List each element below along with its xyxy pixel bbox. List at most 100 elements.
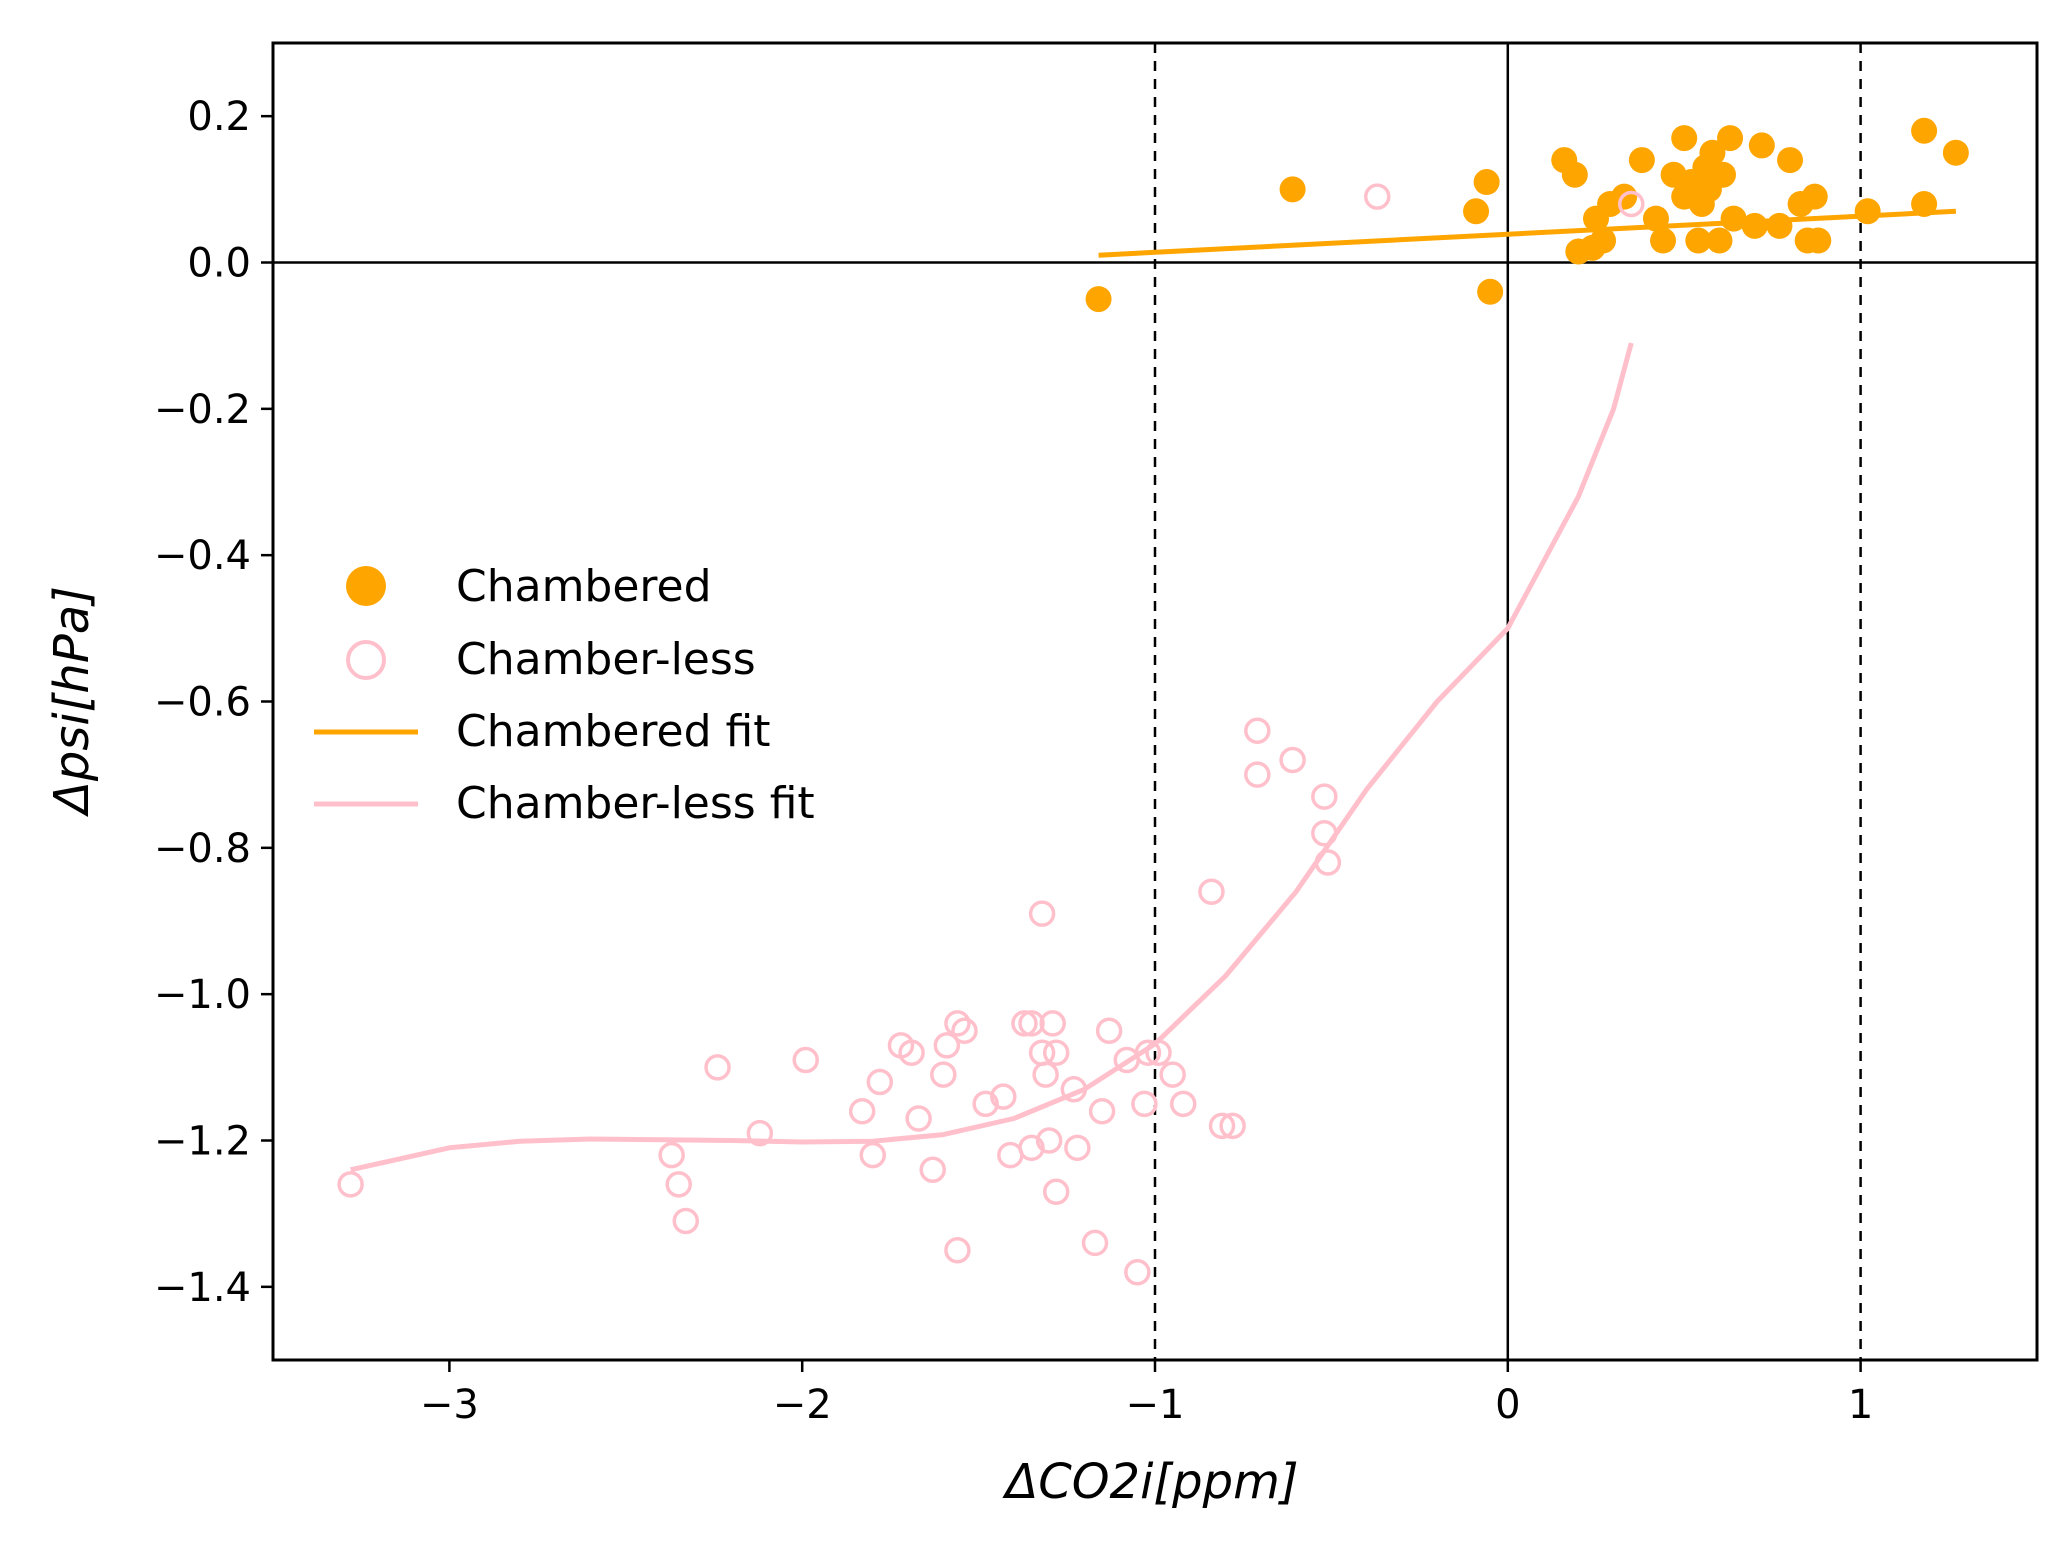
data-point-chamber-less — [930, 1061, 957, 1088]
y-tick-label: −0.2 — [154, 387, 251, 433]
data-point-chamber-less — [1042, 1039, 1070, 1066]
axis-ticks: −3 −2 −1 0 1 0.2 0.0 −0.2 −0.4 −0.6 −0.8 −1.0 −1.2 −1… — [154, 94, 1873, 1428]
data-point-chamber-less — [944, 1237, 971, 1264]
data-point-chambered — [1477, 278, 1504, 305]
data-point-chambered — [1710, 161, 1737, 188]
data-point-chamber-less — [1018, 1010, 1045, 1037]
data-point-chamber-less — [859, 1141, 887, 1169]
data-point-chamber-less — [1159, 1061, 1186, 1088]
data-point-chamber-less — [1011, 1010, 1038, 1037]
data-points — [337, 117, 1969, 1286]
data-point-chamber-less — [672, 1207, 700, 1235]
data-point-chamber-less — [1279, 746, 1306, 774]
data-point-chamber-less — [1032, 1061, 1059, 1088]
data-point-chambered — [1911, 190, 1938, 217]
data-point-chamber-less — [1145, 1039, 1172, 1066]
data-point-chamber-less — [1039, 1010, 1066, 1037]
data-point-chamber-less — [1095, 1017, 1123, 1044]
y-axis-title: Δpsi[hPa] — [44, 586, 100, 818]
data-point-chambered — [1720, 205, 1747, 232]
data-point-chamber-less — [1244, 761, 1271, 788]
data-point-chamber-less — [1198, 878, 1225, 905]
data-point-chambered — [1671, 125, 1698, 152]
data-point-chamber-less — [1311, 819, 1338, 847]
data-point-chamber-less — [1060, 1076, 1088, 1103]
data-point-chamber-less — [1311, 783, 1338, 810]
data-point-chambered — [1590, 227, 1617, 254]
data-point-chamber-less — [1018, 1134, 1045, 1162]
data-point-chambered — [1279, 176, 1306, 203]
data-point-chamber-less — [990, 1083, 1017, 1110]
data-point-chamber-less — [658, 1141, 685, 1169]
data-point-chamber-less — [1035, 1127, 1063, 1154]
y-tick-label: −0.4 — [154, 533, 251, 579]
data-point-chamber-less — [933, 1032, 961, 1059]
x-tick-label: 1 — [1848, 1382, 1873, 1428]
data-point-chamber-less — [1219, 1112, 1246, 1140]
data-point-chambered — [1911, 117, 1938, 144]
data-point-chambered — [1741, 212, 1768, 239]
x-tick-label: 0 — [1495, 1382, 1520, 1428]
data-point-chambered — [1085, 286, 1112, 313]
data-point-chambered — [1706, 227, 1733, 254]
legend-marker-chamber-less — [346, 640, 386, 680]
fit-line-2 — [1098, 208, 1957, 258]
data-point-chamber-less — [1088, 1097, 1116, 1125]
data-point-chambered — [1473, 169, 1500, 196]
data-point-chamber-less — [1244, 717, 1271, 745]
data-point-chambered — [1463, 198, 1490, 225]
x-axis-title: ΔCO2i[ppm] — [1001, 1454, 1298, 1510]
data-point-chambered — [1561, 161, 1588, 188]
data-point-chamber-less — [1042, 1178, 1070, 1205]
legend-marker-chambered — [346, 566, 386, 606]
x-tick-label: −3 — [420, 1382, 479, 1428]
legend-label-chamber-less-fit: Chamber-less fit — [456, 778, 815, 829]
data-point-chamber-less — [792, 1046, 819, 1074]
data-point-chamber-less — [866, 1068, 894, 1096]
data-point-chamber-less — [1134, 1039, 1162, 1066]
x-tick-label: −2 — [773, 1382, 832, 1428]
y-tick-label: 0.2 — [187, 94, 251, 140]
data-point-chamber-less — [898, 1039, 925, 1066]
data-point-chambered — [1650, 227, 1677, 254]
data-point-chambered — [1801, 183, 1828, 210]
data-point-chamber-less — [1124, 1258, 1151, 1286]
data-point-chamber-less — [1081, 1229, 1109, 1257]
data-point-chambered — [1717, 125, 1744, 152]
data-point-chamber-less — [665, 1171, 692, 1198]
data-point-chambered — [1766, 212, 1793, 239]
data-point-chambered — [1642, 205, 1669, 232]
data-point-chamber-less — [1131, 1090, 1158, 1118]
y-tick-label: −1.4 — [154, 1265, 251, 1311]
data-point-chamber-less — [746, 1119, 774, 1147]
data-point-chambered — [1942, 139, 1969, 166]
data-point-chambered — [1748, 132, 1775, 159]
data-point-chamber-less — [1314, 849, 1342, 876]
y-tick-label: −0.8 — [154, 826, 251, 872]
data-point-chamber-less — [1364, 183, 1391, 210]
data-point-chamber-less — [1618, 190, 1645, 218]
y-tick-label: −1.0 — [154, 972, 251, 1018]
legend-label-chambered: Chambered — [456, 561, 712, 612]
y-tick-label: −1.2 — [154, 1119, 251, 1165]
data-point-chambered — [1685, 227, 1712, 254]
data-point-chamber-less — [1028, 900, 1056, 927]
data-point-chambered — [1628, 147, 1655, 174]
data-point-chamber-less — [704, 1054, 731, 1081]
data-point-chamber-less — [1208, 1112, 1236, 1140]
y-tick-label: 0.0 — [187, 241, 251, 287]
data-point-chamber-less — [919, 1156, 946, 1184]
data-point-chamber-less — [944, 1010, 971, 1037]
y-tick-label: −0.6 — [154, 680, 251, 726]
data-point-chambered — [1854, 198, 1881, 225]
data-point-chamber-less — [337, 1171, 364, 1198]
legend-label-chamber-less: Chamber-less — [456, 634, 756, 685]
legend-label-chambered-fit: Chambered fit — [456, 706, 771, 757]
data-point-chambered — [1805, 227, 1832, 254]
x-tick-label: −1 — [1126, 1382, 1185, 1428]
data-point-chamber-less — [848, 1097, 876, 1125]
data-point-chamber-less — [1064, 1134, 1091, 1162]
data-point-chamber-less — [1169, 1090, 1197, 1118]
data-point-chambered — [1699, 139, 1726, 166]
